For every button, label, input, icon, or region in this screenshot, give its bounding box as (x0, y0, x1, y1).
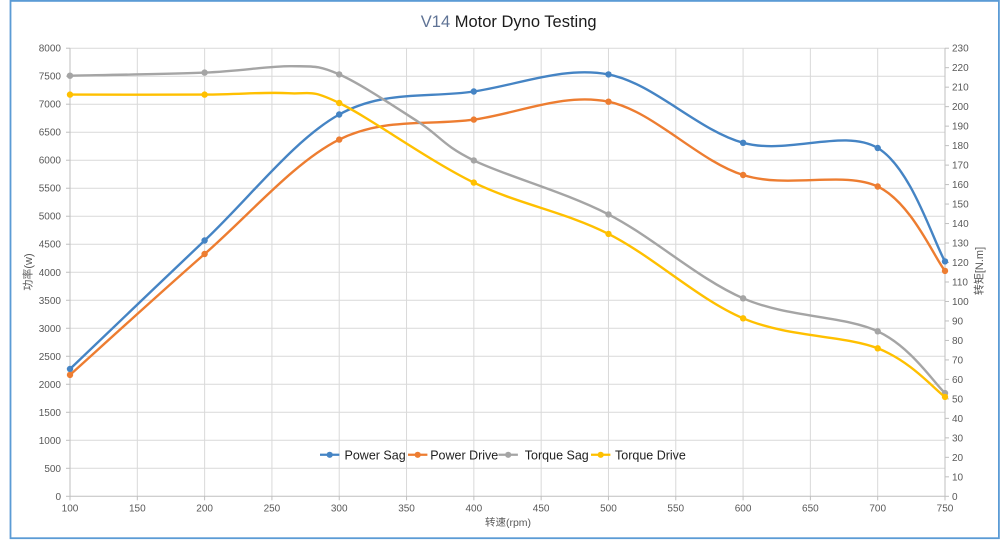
svg-text:1500: 1500 (39, 408, 62, 419)
svg-text:190: 190 (952, 122, 969, 133)
svg-text:250: 250 (264, 504, 281, 515)
svg-text:210: 210 (952, 83, 969, 94)
svg-text:550: 550 (667, 504, 684, 515)
svg-text:6000: 6000 (39, 156, 62, 167)
svg-text:50: 50 (952, 394, 964, 405)
svg-text:500: 500 (600, 504, 617, 515)
svg-text:Torque Sag: Torque Sag (525, 449, 589, 463)
svg-text:400: 400 (466, 504, 483, 515)
svg-text:700: 700 (869, 504, 886, 515)
svg-text:10: 10 (952, 472, 964, 483)
svg-text:40: 40 (952, 414, 964, 425)
svg-text:100: 100 (62, 504, 79, 515)
svg-text:230: 230 (952, 44, 969, 55)
svg-text:0: 0 (952, 492, 958, 503)
svg-text:110: 110 (952, 277, 968, 288)
svg-text:5000: 5000 (39, 212, 62, 223)
svg-text:220: 220 (952, 63, 969, 74)
svg-text:750: 750 (937, 504, 954, 515)
svg-text:4500: 4500 (39, 240, 62, 251)
svg-text:300: 300 (331, 504, 348, 515)
svg-text:5500: 5500 (39, 184, 62, 195)
svg-text:150: 150 (952, 200, 969, 211)
svg-text:3000: 3000 (39, 324, 62, 335)
svg-text:70: 70 (952, 355, 964, 366)
svg-text:140: 140 (952, 219, 969, 230)
svg-text:V14 Motor Dyno Testing: V14 Motor Dyno Testing (421, 13, 597, 31)
svg-text:150: 150 (129, 504, 146, 515)
svg-text:350: 350 (398, 504, 415, 515)
svg-text:180: 180 (952, 141, 969, 152)
svg-text:100: 100 (952, 297, 969, 308)
svg-text:Torque Drive: Torque Drive (615, 449, 686, 463)
svg-text:120: 120 (952, 258, 969, 269)
svg-text:90: 90 (952, 316, 964, 327)
svg-text:600: 600 (735, 504, 752, 515)
svg-text:(rpm): (rpm) (506, 517, 531, 529)
svg-text:Power Sag: Power Sag (345, 449, 406, 463)
svg-text:650: 650 (802, 504, 819, 515)
svg-text:1000: 1000 (39, 436, 62, 447)
svg-text:7500: 7500 (39, 72, 62, 83)
svg-text:0: 0 (55, 492, 61, 503)
svg-text:6500: 6500 (39, 128, 62, 139)
svg-text:4000: 4000 (39, 268, 62, 279)
svg-text:[N.m]: [N.m] (974, 247, 986, 273)
svg-text:200: 200 (952, 102, 969, 113)
svg-text:500: 500 (44, 464, 61, 475)
svg-text:2500: 2500 (39, 352, 62, 363)
svg-text:80: 80 (952, 336, 964, 347)
svg-text:(w): (w) (23, 253, 35, 268)
svg-text:3500: 3500 (39, 296, 62, 307)
svg-text:60: 60 (952, 375, 964, 386)
svg-text:2000: 2000 (39, 380, 62, 391)
svg-text:450: 450 (533, 504, 550, 515)
svg-text:30: 30 (952, 433, 964, 444)
svg-text:170: 170 (952, 161, 969, 172)
svg-text:7000: 7000 (39, 100, 62, 111)
svg-text:160: 160 (952, 180, 969, 191)
svg-text:130: 130 (952, 239, 969, 250)
svg-text:20: 20 (952, 453, 964, 464)
svg-text:Power Drive: Power Drive (430, 449, 498, 463)
svg-text:200: 200 (196, 504, 213, 515)
svg-text:8000: 8000 (39, 44, 62, 55)
